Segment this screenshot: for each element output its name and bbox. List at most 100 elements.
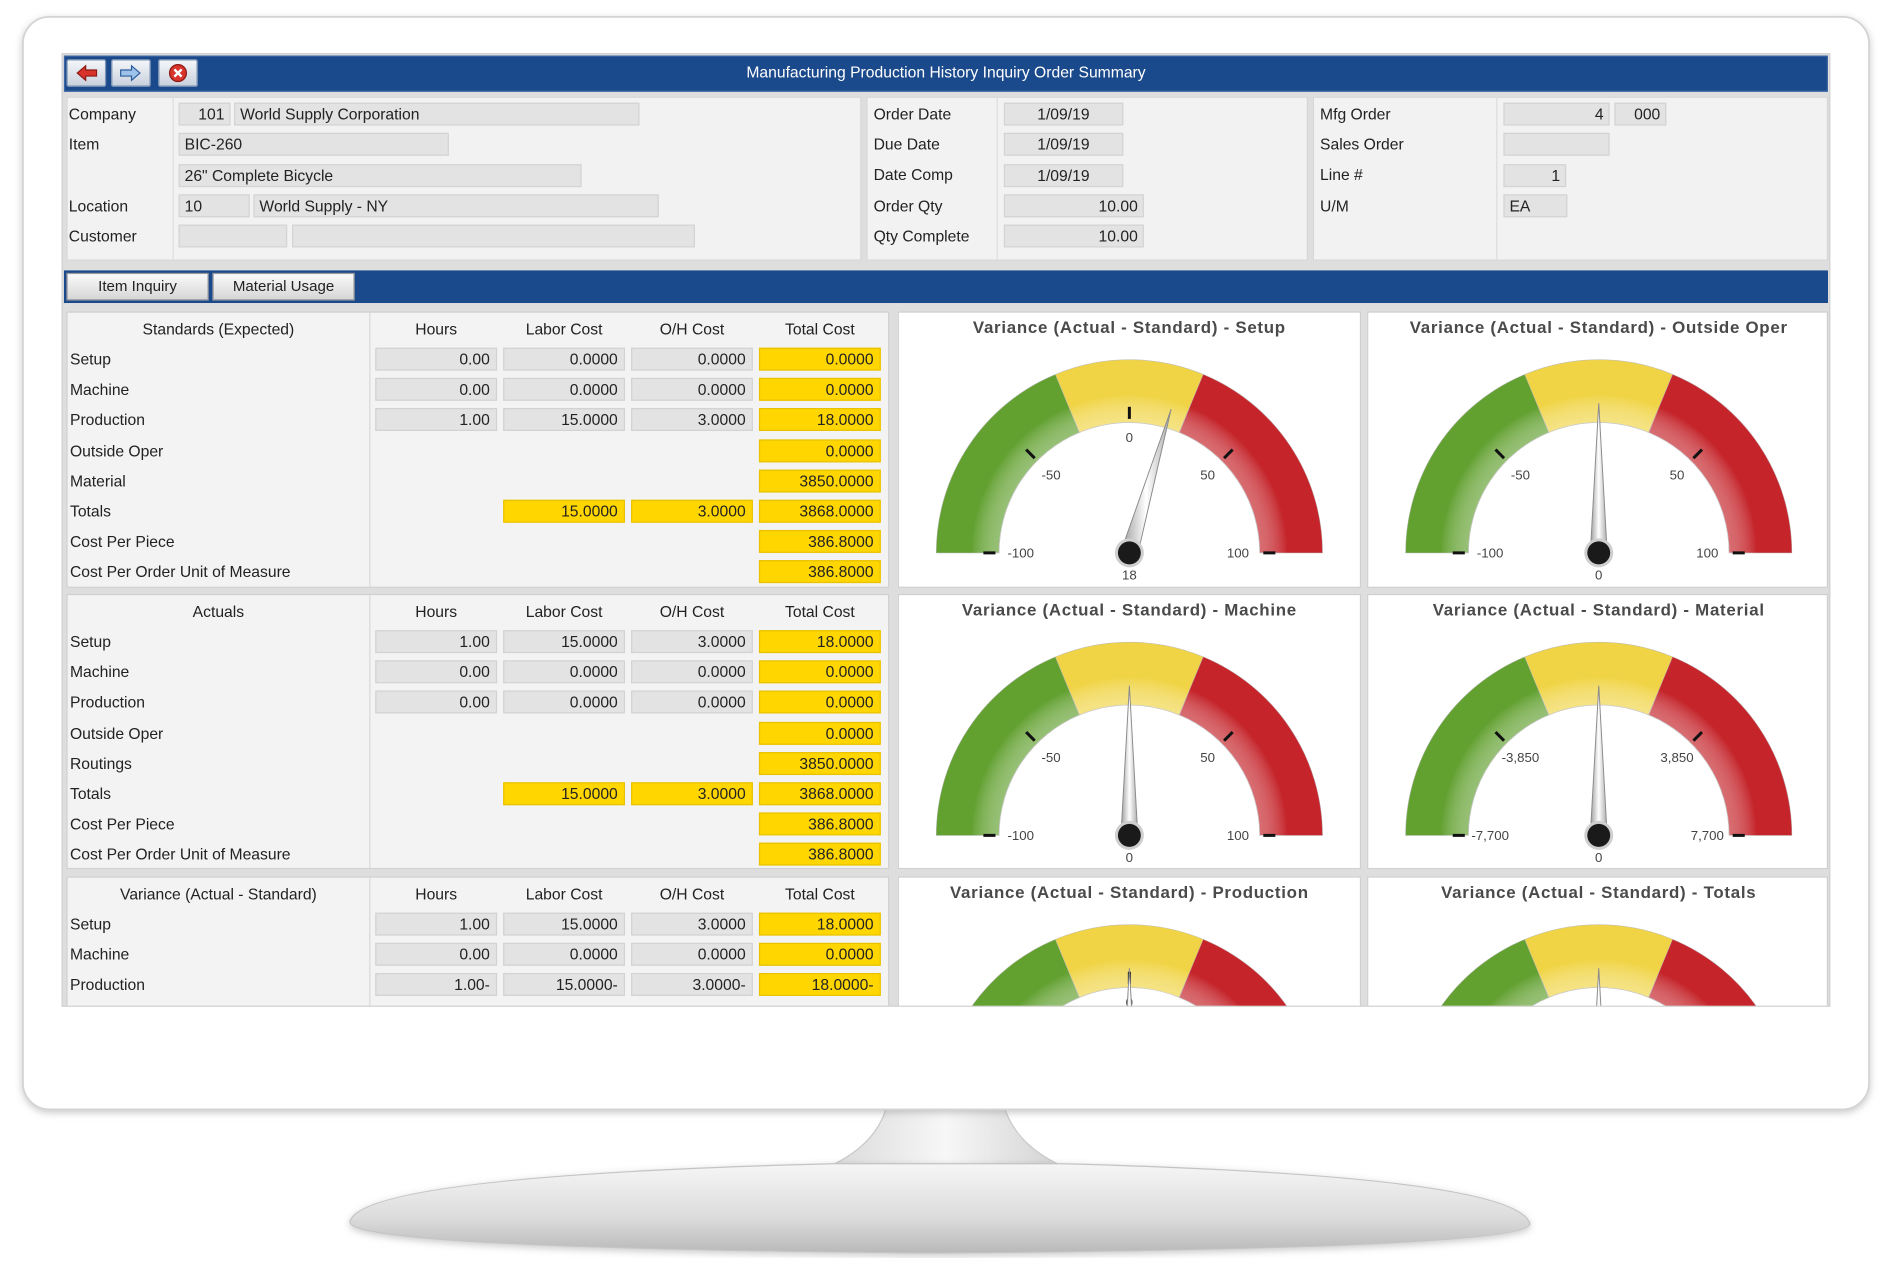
title-bar <box>63 55 1828 92</box>
cost-cell: 15.0000 <box>503 499 626 523</box>
gauge-tick-label: 7,700 <box>1691 828 1724 843</box>
table-title: Standards (Expected) <box>142 319 295 339</box>
gauge-band-shade <box>1648 656 1792 836</box>
row-label: Production <box>69 693 145 712</box>
gauge-band-shade <box>1524 359 1673 433</box>
field-label: Qty Complete <box>873 226 970 246</box>
field: 10.00 <box>1003 194 1144 218</box>
field: 1/09/19 <box>1003 164 1124 188</box>
gauge-panel: Variance (Actual - Standard) - Material -… <box>1367 593 1828 870</box>
gauge-tick-label: 50 <box>1670 467 1685 482</box>
gauge-chart: Variance (Actual - Standard) - Productio… <box>950 883 1308 1006</box>
cost-cell: 15.0000- <box>503 973 626 997</box>
cost-cell: 0.0000 <box>631 690 753 714</box>
field: 1/09/19 <box>1003 102 1124 126</box>
column-header: Hours <box>415 602 458 621</box>
cost-cell: 3850.0000 <box>758 751 881 775</box>
gauge-tick-label: -100 <box>1008 546 1035 561</box>
field-label: Customer <box>68 226 137 246</box>
field: 10.00 <box>1003 224 1144 248</box>
gauge-tick <box>1692 731 1704 742</box>
row-label: Material <box>69 471 126 490</box>
gauge-hub <box>1117 823 1141 847</box>
cost-cell: 0.00 <box>375 378 498 402</box>
gauge-tick-label: -50 <box>1511 467 1530 482</box>
cost-cell: 0.0000 <box>503 660 626 684</box>
column-header: Labor Cost <box>525 602 603 621</box>
cost-cell: 386.8000 <box>758 530 881 554</box>
stand-neck <box>823 1105 1069 1170</box>
gauge-value: 0 <box>1126 850 1133 865</box>
gauge-band-shade <box>1524 642 1673 715</box>
cost-cell: 1.00 <box>375 630 498 654</box>
cost-cell: 0.00 <box>375 943 498 966</box>
field-label: Order Qty <box>873 196 943 215</box>
cost-cell: 3.0000 <box>631 912 753 936</box>
gauge-band-shade <box>1648 939 1756 1006</box>
close-button[interactable] <box>158 59 198 87</box>
cost-cell: 0.0000 <box>758 347 881 371</box>
field: EA <box>1503 194 1568 218</box>
back-button[interactable] <box>66 59 107 87</box>
gauge-tick-label: -3,850 <box>1502 750 1540 765</box>
cost-cell: 3868.0000 <box>758 782 881 806</box>
gauge-needle <box>1126 968 1132 1006</box>
gauge-value: 0 <box>1595 850 1602 865</box>
gauge-title: Variance (Actual - Standard) - Material <box>1433 601 1765 620</box>
cost-cell: 3.0000 <box>631 630 753 654</box>
row-label: Cost Per Piece <box>69 815 175 834</box>
gauge-tick-label: 50 <box>1200 750 1215 765</box>
gauge-tick-label: -50 <box>1041 467 1060 482</box>
separator <box>996 96 998 261</box>
forward-icon <box>120 64 141 82</box>
row-label: Cost Per Order Unit of Measure <box>69 563 291 582</box>
gauge-tick <box>1223 731 1234 742</box>
field: 101 <box>178 102 231 126</box>
cost-cell: 0.0000 <box>503 690 626 714</box>
column-header: O/H Cost <box>659 602 725 621</box>
tab[interactable]: Item Inquiry <box>66 272 209 301</box>
cost-table: Standards (Expected) Hours Labor Cost O/H C… <box>66 311 890 588</box>
gauge-band-shade <box>1179 656 1323 836</box>
field-label: Sales Order <box>1320 135 1404 154</box>
table-title: Variance (Actual - Standard) <box>120 884 317 903</box>
cost-cell: 3.0000 <box>631 408 753 432</box>
label-column <box>68 312 371 587</box>
gauge-band-shade <box>1441 939 1549 1006</box>
cost-cell: 386.8000 <box>758 843 881 867</box>
row-label: Totals <box>69 784 111 803</box>
gauge-band-shade <box>1055 924 1204 998</box>
gauge-tick-label: 50 <box>1200 467 1215 482</box>
tab[interactable]: Material Usage <box>212 272 355 301</box>
label-column <box>68 595 371 868</box>
gauge-value: 18 <box>1122 567 1137 582</box>
gauge-tick <box>1025 731 1036 742</box>
gauge-title: Variance (Actual - Standard) - Machine <box>962 601 1297 620</box>
row-label: Machine <box>69 945 130 964</box>
gauge-panel: Variance (Actual - Standard) - Productio… <box>897 876 1362 1006</box>
row-label: Cost Per Piece <box>69 532 175 551</box>
field: 000 <box>1614 102 1667 126</box>
table-title: Actuals <box>192 602 245 621</box>
gauge-title: Variance (Actual - Standard) - Setup <box>973 318 1286 337</box>
cost-cell: 0.00 <box>375 660 498 684</box>
cost-cell: 0.0000 <box>631 347 753 371</box>
field: World Supply - NY <box>253 194 659 218</box>
gauge-tick <box>1025 448 1036 460</box>
gauge-hub <box>1587 541 1611 565</box>
separator <box>172 96 174 261</box>
field: 10 <box>178 194 250 218</box>
gauge-tick <box>1494 731 1506 742</box>
gauge-band-shade <box>936 374 1080 553</box>
label-column <box>68 877 371 1006</box>
empty-field <box>1503 132 1610 156</box>
gauge-tick-label: 3,850 <box>1660 750 1693 765</box>
cost-cell: 18.0000 <box>758 408 881 432</box>
cost-cell: 0.00 <box>375 690 498 714</box>
column-header: Total Cost <box>785 602 855 621</box>
gauge-title: Variance (Actual - Standard) - Totals <box>1441 883 1756 902</box>
forward-button[interactable] <box>111 59 151 87</box>
cost-cell: 18.0000 <box>758 630 881 654</box>
